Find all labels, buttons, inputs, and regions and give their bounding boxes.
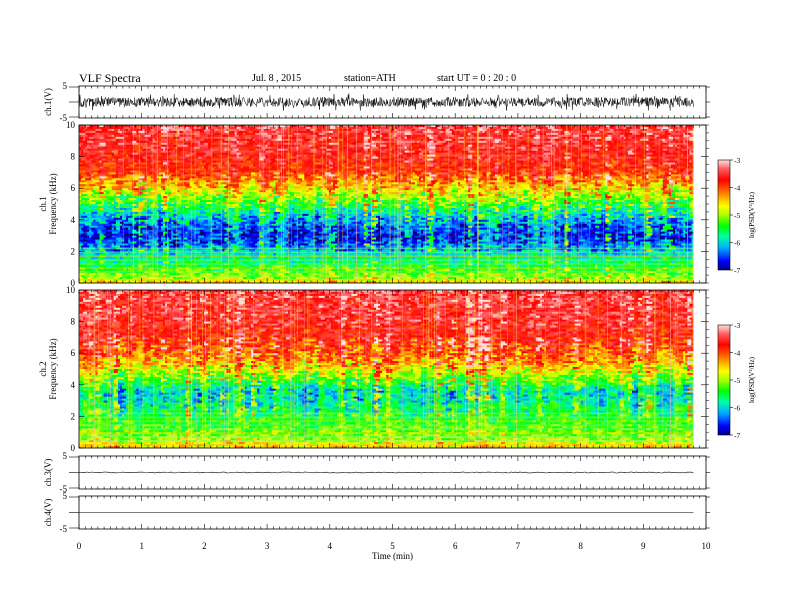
start-time-label: start UT = 0 : 20 : 0 — [437, 73, 516, 84]
station-label: station=ATH — [344, 73, 396, 84]
ytick-label-ch1-spectrogram: 0 — [71, 278, 76, 288]
colorbar-tick-label: -3 — [734, 156, 740, 165]
xtick-label: 10 — [702, 541, 712, 551]
xtick-label: 7 — [516, 541, 521, 551]
colorbar-tick-label: -4 — [734, 349, 740, 358]
ytick-label-ch1-waveform: 5 — [63, 81, 68, 91]
xtick-label: 2 — [202, 541, 207, 551]
ytick-label-ch1-spectrogram: 8 — [71, 152, 76, 162]
ylabel-ch4-waveform: ch.4(V) — [43, 499, 53, 527]
colorbar-tick-label: -5 — [734, 376, 740, 385]
colorbar-ch1-spectrogram — [717, 159, 731, 271]
colorbar-tick-label: -7 — [734, 266, 740, 275]
ytick-label-ch1-spectrogram: 10 — [66, 120, 76, 130]
ylabel-ch1-spectrogram: ch.1 — [38, 196, 48, 211]
xtick-label: 6 — [453, 541, 458, 551]
spectrogram-ch1-spectrogram — [78, 125, 706, 284]
ytick-label-ch1-waveform: -5 — [60, 113, 68, 123]
ylabel-ch2-spectrogram: Frequency (kHz) — [48, 338, 58, 399]
xtick-label: 8 — [578, 541, 583, 551]
colorbar-tick-label: -4 — [734, 184, 740, 193]
ylabel-ch3-waveform: ch.3(V) — [43, 459, 53, 487]
ylabel-ch1-waveform: ch.1(V) — [43, 88, 53, 116]
waveform-ch1-waveform — [78, 93, 694, 111]
waveform-ch3-waveform — [78, 471, 694, 474]
xtick-label: 0 — [77, 541, 82, 551]
colorbar-tick-label: -6 — [734, 239, 740, 248]
colorbar-tick-label: -7 — [734, 431, 740, 440]
ytick-label-ch2-spectrogram: 0 — [71, 443, 76, 453]
colorbar-tick-label: -3 — [734, 321, 740, 330]
colorbar-label: log(PSD(V²/Hz) — [748, 191, 756, 238]
xtick-label: 1 — [139, 541, 144, 551]
colorbar-tick-label: -5 — [734, 211, 740, 220]
xtick-label: 4 — [328, 541, 333, 551]
spectrogram-ch2-spectrogram — [79, 290, 706, 449]
ylabel-ch1-spectrogram: Frequency (kHz) — [48, 173, 58, 234]
colorbar-label: log(PSD(V²/Hz) — [748, 356, 756, 403]
colorbar-ch2-spectrogram — [717, 324, 731, 436]
ytick-label-ch2-spectrogram: 6 — [71, 348, 76, 358]
ytick-label-ch3-waveform: 5 — [63, 451, 68, 461]
ylabel-ch2-spectrogram: ch.2 — [38, 361, 48, 376]
ytick-label-ch3-waveform: -5 — [60, 484, 68, 494]
xtick-label: 9 — [641, 541, 646, 551]
xtick-label: 5 — [390, 541, 395, 551]
ytick-label-ch4-waveform: -5 — [60, 524, 68, 534]
ytick-label-ch2-spectrogram: 10 — [66, 285, 76, 295]
x-axis-label: Time (min) — [372, 551, 413, 561]
ytick-label-ch1-spectrogram: 6 — [71, 183, 76, 193]
xtick-label: 3 — [265, 541, 270, 551]
ytick-label-ch1-spectrogram: 4 — [71, 215, 76, 225]
ytick-label-ch2-spectrogram: 2 — [71, 411, 76, 421]
chart-title: VLF Spectra — [79, 71, 141, 86]
ytick-label-ch2-spectrogram: 8 — [71, 317, 76, 327]
ytick-label-ch4-waveform: 5 — [63, 491, 68, 501]
date-label: Jul. 8 , 2015 — [252, 73, 301, 84]
ytick-label-ch1-spectrogram: 2 — [71, 246, 76, 256]
ytick-label-ch2-spectrogram: 4 — [71, 380, 76, 390]
colorbar-tick-label: -6 — [734, 404, 740, 413]
